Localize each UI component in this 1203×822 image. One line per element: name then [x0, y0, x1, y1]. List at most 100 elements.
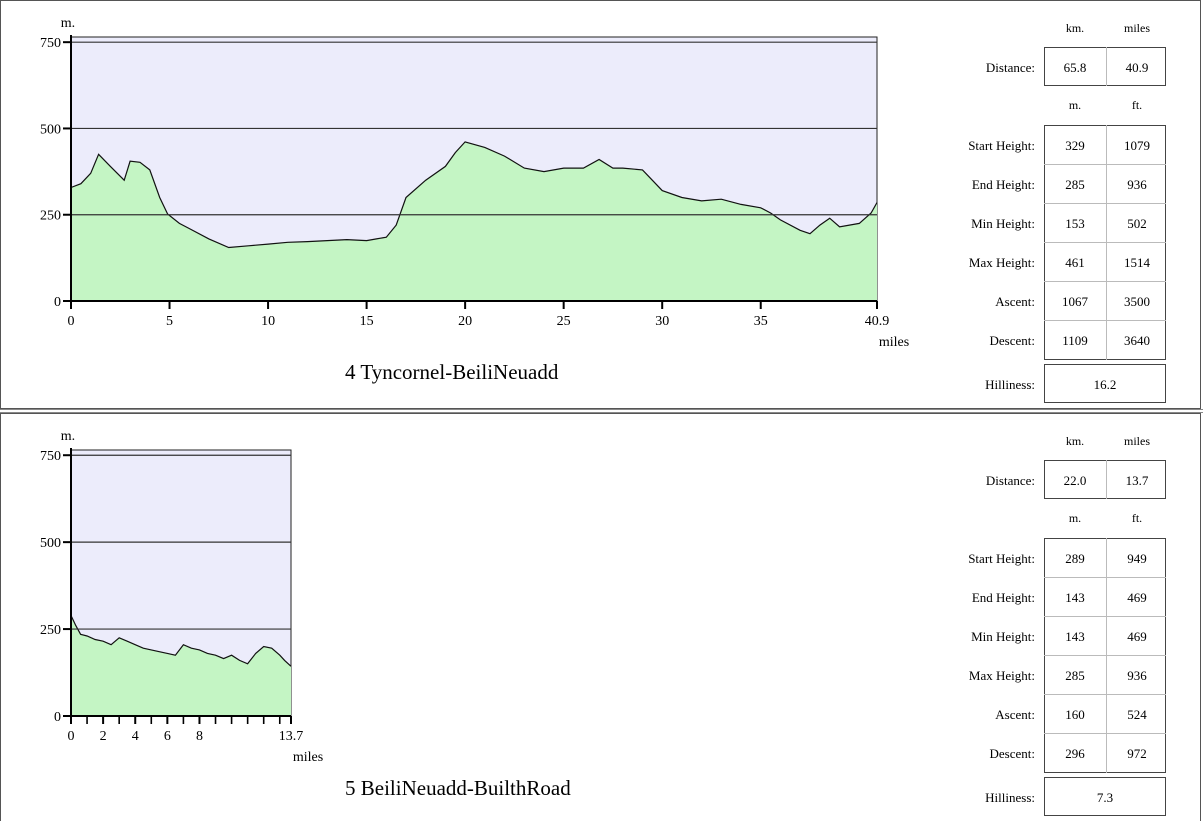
ascent-label: Ascent:: [995, 294, 1035, 309]
distance-box: [1044, 460, 1166, 499]
row-divider: [1044, 577, 1166, 578]
miles-unit-header: miles: [1124, 434, 1150, 448]
min-label: Min Height:: [971, 629, 1035, 644]
end-m-value: 285: [1065, 177, 1085, 192]
ascent-ft-value: 524: [1127, 707, 1147, 722]
max-label: Max Height:: [968, 255, 1035, 270]
ft-unit-header: ft.: [1131, 511, 1143, 525]
route-title: 4 Tyncornel-BeiliNeuadd: [345, 360, 559, 384]
end-label: End Height:: [971, 177, 1035, 192]
distance-km-value: 22.0: [1063, 473, 1087, 488]
row-divider: [1044, 733, 1166, 734]
x-tick-label: 30: [655, 314, 669, 329]
row-divider: [1044, 655, 1166, 656]
hilliness-value: 16.2: [1093, 377, 1117, 392]
y-tick-label: 750: [40, 36, 61, 51]
y-tick-label: 750: [40, 449, 61, 464]
end-m-value: 143: [1065, 590, 1085, 605]
x-tick-label: 35: [754, 314, 768, 329]
hilliness-box: [1044, 777, 1166, 816]
x-tick-label: 13.7: [279, 729, 304, 744]
max-ft-value: 1514: [1124, 255, 1150, 270]
max-label: Max Height:: [968, 668, 1035, 683]
distance-miles-value: 13.7: [1125, 473, 1149, 488]
route-panel: 0 250 500 750 0 2 4 6 8 13.7 m. miles 5 BeiliNeuadd…: [0, 413, 1201, 821]
y-tick-label: 250: [40, 623, 61, 638]
descent-ft-value: 3640: [1124, 333, 1150, 348]
x-tick-label: 25: [557, 314, 571, 329]
end-ft-value: 469: [1127, 590, 1147, 605]
x-tick-label: 0: [68, 729, 75, 744]
x-axis-label: miles: [293, 750, 323, 765]
hilliness-label: Hilliness:: [985, 790, 1035, 805]
min-label: Min Height:: [971, 216, 1035, 231]
m-unit-header: m.: [1068, 98, 1082, 112]
ascent-label: Ascent:: [995, 707, 1035, 722]
x-tick-label: 0: [68, 314, 75, 329]
distance-miles-value: 40.9: [1125, 60, 1149, 75]
km-unit-header: km.: [1065, 434, 1085, 448]
y-axis-label: m.: [61, 429, 75, 444]
x-tick-label: 40.9: [865, 314, 890, 329]
y-tick-label: 0: [54, 710, 61, 725]
row-divider: [1044, 281, 1166, 282]
min-ft-value: 502: [1127, 216, 1147, 231]
descent-m-value: 296: [1065, 746, 1085, 761]
y-axis-label: m.: [61, 16, 75, 31]
x-tick-label: 2: [100, 729, 107, 744]
elevation-profile-line: [70, 615, 292, 667]
ascent-ft-value: 3500: [1124, 294, 1150, 309]
distance-label: Distance:: [985, 473, 1035, 488]
hilliness-box: [1044, 364, 1166, 403]
start-m-value: 329: [1065, 138, 1085, 153]
elevation-area: [71, 141, 877, 301]
ascent-m-value: 1067: [1062, 294, 1088, 309]
y-tick-label: 500: [40, 536, 61, 551]
descent-m-value: 1109: [1062, 333, 1088, 348]
ascent-m-value: 160: [1065, 707, 1085, 722]
km-unit-header: km.: [1065, 21, 1085, 35]
x-tick-label: 8: [196, 729, 203, 744]
end-label: End Height:: [971, 590, 1035, 605]
row-divider: [1044, 203, 1166, 204]
route-title: 5 BeiliNeuadd-BuilthRoad: [345, 776, 571, 800]
start-ft-value: 949: [1127, 551, 1147, 566]
elevation-profile-line: [70, 141, 878, 249]
row-divider: [1044, 616, 1166, 617]
start-ft-value: 1079: [1124, 138, 1150, 153]
x-tick-label: 6: [164, 729, 171, 744]
y-tick-label: 0: [54, 295, 61, 310]
max-m-value: 285: [1065, 668, 1085, 683]
min-ft-value: 469: [1127, 629, 1147, 644]
hilliness-label: Hilliness:: [985, 377, 1035, 392]
end-ft-value: 936: [1127, 177, 1147, 192]
route-panel: 0 250 500 750 0 5 10 15 20 25 30 35 40.9 m. miles 4 Ty…: [0, 0, 1201, 409]
distance-km-value: 65.8: [1063, 60, 1087, 75]
distance-label: Distance:: [985, 60, 1035, 75]
start-label: Start Height:: [968, 138, 1035, 153]
row-divider: [1044, 320, 1166, 321]
cell-divider: [1106, 460, 1107, 499]
x-axis-label: miles: [879, 335, 909, 350]
distance-box: [1044, 47, 1166, 86]
y-tick-label: 500: [40, 122, 61, 137]
cell-divider: [1106, 47, 1107, 86]
row-divider: [1044, 694, 1166, 695]
panel-separator: [0, 409, 1203, 413]
row-divider: [1044, 242, 1166, 243]
x-tick-label: 5: [166, 314, 173, 329]
ft-unit-header: ft.: [1131, 98, 1143, 112]
hilliness-value: 7.3: [1096, 790, 1114, 805]
start-label: Start Height:: [968, 551, 1035, 566]
descent-label: Descent:: [989, 333, 1035, 348]
max-ft-value: 936: [1127, 668, 1147, 683]
x-tick-label: 15: [360, 314, 374, 329]
y-tick-label: 250: [40, 209, 61, 224]
min-m-value: 153: [1065, 216, 1085, 231]
row-divider: [1044, 164, 1166, 165]
miles-unit-header: miles: [1124, 21, 1150, 35]
elevation-chart: 0 250 500 750 0 5 10 15 20 25 30 35 40.9 m. miles: [40, 16, 909, 350]
max-m-value: 461: [1065, 255, 1085, 270]
x-tick-label: 20: [458, 314, 472, 329]
min-m-value: 143: [1065, 629, 1085, 644]
